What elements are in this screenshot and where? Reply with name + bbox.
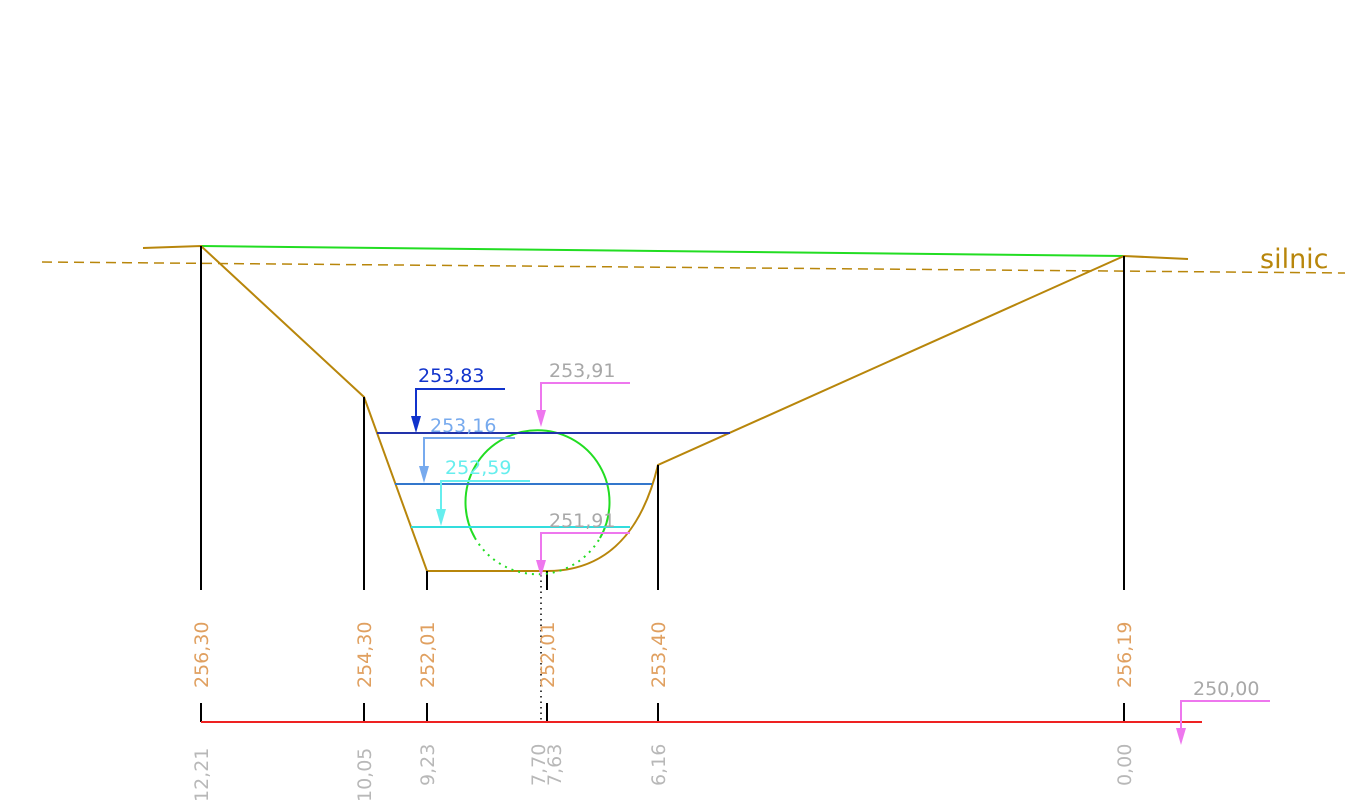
elevation-label: 256,19: [1114, 622, 1136, 688]
top-line: [200, 245, 1125, 257]
level-marker: 253,83: [411, 365, 505, 433]
level-label: 253,83: [418, 365, 484, 387]
road-label: silnic: [1260, 244, 1329, 275]
road-line: [41, 261, 1345, 274]
terrain: [142, 244, 1189, 572]
level-marker: 253,16: [419, 415, 515, 483]
elevation-label: 252,01: [417, 622, 439, 688]
distance-label: 7,70: [528, 744, 550, 786]
elevation-label: 256,30: [191, 622, 213, 688]
level-label: 253,91: [549, 360, 615, 382]
elevation-label: 253,40: [648, 622, 670, 688]
distance-label: 10,05: [354, 748, 376, 802]
elevation-label: 254,30: [354, 622, 376, 688]
level-marker: 253,91: [536, 360, 630, 427]
level-label: 252,59: [445, 457, 511, 479]
distance-labels: 12,21 10,05 9,23 7,70 7,63 6,16 0,00: [191, 744, 1136, 802]
level-marker: 250,00: [1176, 678, 1270, 745]
level-label: 251,91: [549, 510, 615, 532]
level-label: 253,16: [430, 415, 496, 437]
level-label: 250,00: [1193, 678, 1259, 700]
level-marker: 251,91: [536, 510, 630, 577]
elevation-label: 252,01: [537, 622, 559, 688]
distance-label: 9,23: [417, 744, 439, 786]
distance-label: 7,63: [544, 744, 566, 786]
elevation-labels: 256,30 254,30 252,01 252,01 253,40 256,1…: [191, 622, 1136, 688]
pipe: [464, 429, 611, 539]
level-marker: 252,59: [436, 457, 530, 526]
distance-label: 12,21: [191, 748, 213, 802]
distance-label: 0,00: [1114, 744, 1136, 786]
station-lines: [200, 246, 1125, 722]
pipe-hidden: [474, 537, 601, 576]
distance-label: 6,16: [648, 744, 670, 786]
